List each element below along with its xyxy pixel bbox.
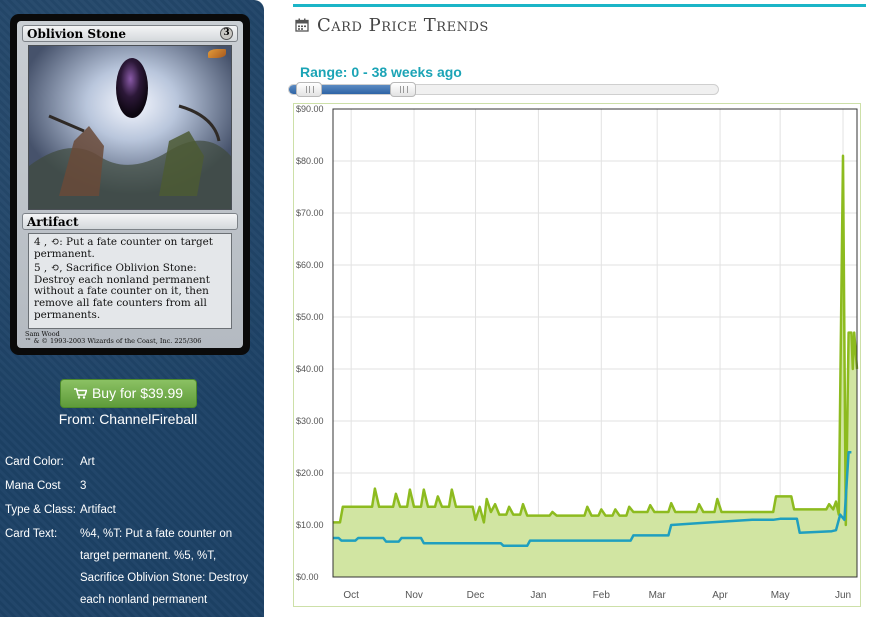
y-tick-label: $60.00 — [296, 260, 324, 270]
y-tick-label: $0.00 — [296, 572, 319, 582]
x-tick-label: Jan — [530, 590, 546, 601]
card-cost-symbol: 3 — [220, 27, 233, 40]
calendar-icon — [295, 18, 309, 32]
range-slider-fill — [289, 85, 405, 94]
detail-value: Artifact — [80, 504, 116, 516]
y-tick-label: $70.00 — [296, 208, 324, 218]
range-slider-handle-high[interactable] — [389, 82, 416, 97]
card-copyright: ™ & © 1993-2003 Wizards of the Coast, In… — [25, 337, 202, 345]
chart-series — [333, 154, 859, 578]
y-tick-label: $80.00 — [296, 156, 324, 166]
x-tick-label: Mar — [649, 590, 667, 601]
section-title-text: Card Price Trends — [317, 15, 489, 36]
x-tick-label: Oct — [343, 590, 359, 601]
range-slider[interactable] — [288, 82, 719, 97]
x-tick-label: Feb — [593, 590, 611, 601]
card-footer: Sam Wood ™ & © 1993-2003 Wizards of the … — [22, 331, 238, 345]
card-type-bar: Artifact — [22, 213, 238, 230]
card-info-panel: Oblivion Stone 3 — [0, 0, 264, 617]
detail-row-mana-cost: Mana Cost 3 — [5, 479, 260, 493]
card-type-line: Artifact — [27, 215, 79, 229]
detail-label: Type & Class: — [5, 504, 76, 516]
card-rule-1: 4 , ⟲: Put a fate counter on target perm… — [34, 236, 213, 260]
buy-button-label: Buy for $39.99 — [91, 385, 184, 401]
range-slider-handle-low[interactable] — [295, 82, 322, 97]
chart-y-ticks: $0.00 $10.00 $20.00 $30.00 $40.00 $50.00 $60.0… — [296, 104, 324, 582]
y-tick-label: $40.00 — [296, 364, 324, 374]
plot-frame — [332, 108, 858, 578]
card-artwork — [28, 45, 232, 210]
card-details: Card Color: Art Mana Cost 3 Type & Class… — [5, 455, 260, 617]
x-tick-label: Apr — [712, 590, 728, 601]
set-symbol-icon — [208, 49, 226, 58]
series-line-2 — [333, 450, 852, 548]
detail-label: Mana Cost — [5, 480, 61, 492]
card-image: Oblivion Stone 3 — [10, 14, 250, 355]
x-tick-label: Dec — [467, 590, 485, 601]
detail-value: %4, %T: Put a fate counter on target per… — [80, 528, 249, 606]
card-title-bar: Oblivion Stone 3 — [22, 25, 238, 42]
detail-row-color: Card Color: Art — [5, 455, 260, 469]
detail-value: 3 — [80, 480, 87, 492]
card-rules-text: 4 , ⟲: Put a fate counter on target perm… — [28, 233, 232, 329]
card-frame: Oblivion Stone 3 — [17, 21, 243, 348]
detail-row-type: Type & Class: Artifact — [5, 503, 260, 517]
series-line-1 — [333, 154, 859, 527]
series-area-1 — [333, 155, 857, 578]
y-tick-label: $30.00 — [296, 416, 324, 426]
detail-label: Card Text: — [5, 528, 58, 540]
y-tick-label: $90.00 — [296, 104, 324, 114]
card-name: Oblivion Stone — [27, 27, 126, 41]
buy-button[interactable]: Buy for $39.99 — [60, 379, 197, 408]
range-label: Range: 0 - 38 weeks ago — [300, 64, 462, 80]
y-tick-label: $50.00 — [296, 312, 324, 322]
y-tick-label: $10.00 — [296, 520, 324, 530]
buy-source: From: ChannelFireball — [58, 411, 198, 427]
price-trend-chart-svg: $0.00 $10.00 $20.00 $30.00 $40.00 $50.00 $60.0… — [293, 103, 861, 607]
x-tick-label: Nov — [405, 590, 423, 601]
card-artist: Sam Wood — [25, 330, 60, 338]
cart-icon — [73, 388, 87, 399]
detail-row-card-text: Card Text: %4, %T: Put a fate counter on… — [5, 527, 260, 611]
x-tick-label: Jun — [835, 590, 851, 601]
chart-x-ticks: Oct Nov Dec Jan Feb Mar Apr May Jun — [343, 590, 851, 601]
price-trend-chart: $0.00 $10.00 $20.00 $30.00 $40.00 $50.00 $60.0… — [293, 103, 861, 607]
x-tick-label: May — [771, 590, 790, 601]
detail-value: Art — [80, 456, 95, 468]
section-top-rule — [293, 4, 866, 7]
section-title: Card Price Trends — [295, 15, 489, 36]
y-tick-label: $20.00 — [296, 468, 324, 478]
card-rule-2: 5 , ⟲, Sacrifice Oblivion Stone: Destroy… — [34, 262, 210, 321]
card-artwork-illustration — [29, 46, 231, 209]
detail-label: Card Color: — [5, 456, 64, 468]
